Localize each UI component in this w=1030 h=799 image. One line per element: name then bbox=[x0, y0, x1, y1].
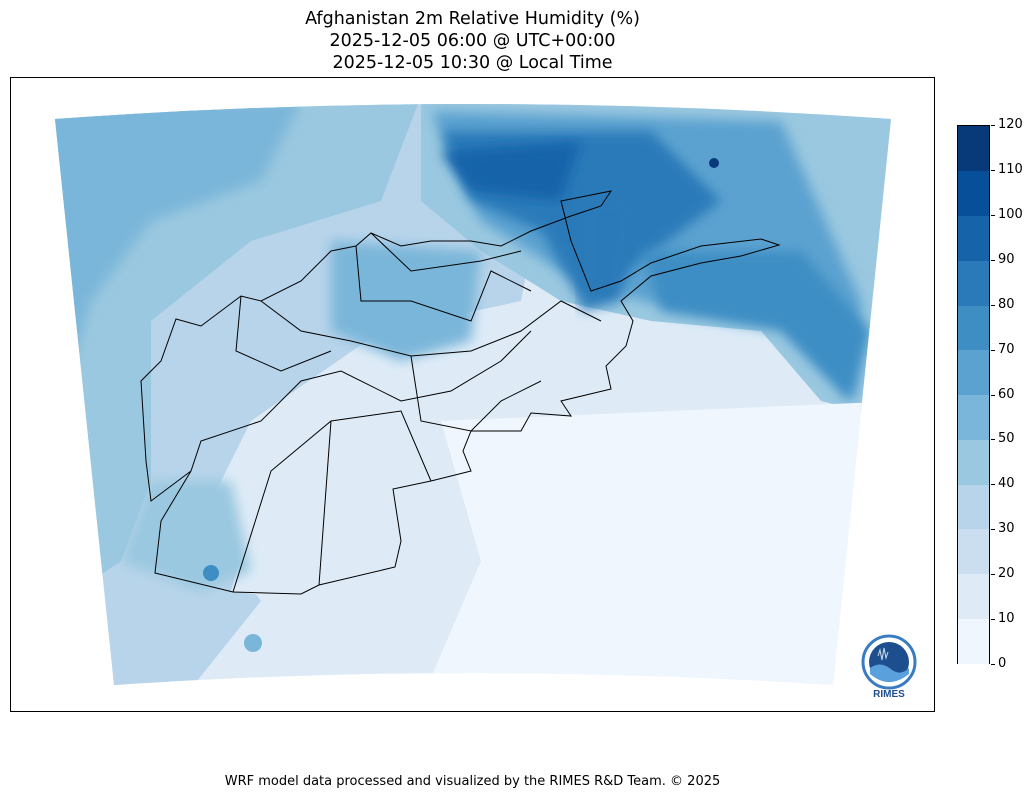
map-title: Afghanistan 2m Relative Humidity (%) bbox=[305, 9, 640, 29]
colorbar-tick: 40 bbox=[991, 477, 1015, 491]
colorbar-tick: 100 bbox=[991, 207, 1023, 222]
colorbar-tick: 120 bbox=[991, 118, 1023, 132]
colorbar-tick: 110 bbox=[991, 162, 1023, 177]
colorbar-segment bbox=[958, 305, 989, 351]
border-line bbox=[410, 355, 542, 432]
colorbar-segment bbox=[958, 394, 989, 440]
border-line bbox=[355, 245, 532, 322]
colorbar-tick: 80 bbox=[991, 297, 1015, 312]
border-line bbox=[260, 300, 602, 357]
colorbar-segment bbox=[958, 618, 989, 664]
humidity-contour bbox=[231, 431, 421, 601]
colorbar-segment bbox=[958, 349, 989, 395]
colorbar-segment bbox=[958, 484, 989, 530]
colorbar-segment bbox=[958, 215, 989, 261]
humidity-contour bbox=[641, 251, 871, 401]
colorbar-segment bbox=[958, 528, 989, 574]
border-line bbox=[140, 190, 781, 595]
humidity-contour bbox=[441, 141, 581, 201]
colorbar-tick: 30 bbox=[991, 522, 1015, 536]
province-borders bbox=[140, 190, 781, 595]
humidity-contour bbox=[709, 158, 719, 168]
colorbar-tick: 90 bbox=[991, 252, 1015, 267]
border-line bbox=[370, 232, 522, 272]
colorbar-segment bbox=[958, 439, 989, 485]
logo-text: RIMES bbox=[873, 689, 905, 700]
humidity-contour bbox=[121, 481, 251, 591]
footer-credit: WRF model data processed and visualized … bbox=[224, 774, 721, 789]
border-line bbox=[235, 295, 332, 372]
colorbar-segment bbox=[958, 126, 989, 172]
local-time: 2025-12-05 10:30 @ Local Time bbox=[332, 53, 613, 73]
rimes-logo: RIMES bbox=[861, 634, 917, 700]
colorbar-tick: 60 bbox=[991, 387, 1015, 402]
colorbar-tick: 20 bbox=[991, 567, 1015, 581]
colorbar-segment bbox=[958, 260, 989, 306]
colorbar-segment bbox=[958, 170, 989, 216]
colorbar-segment bbox=[958, 573, 989, 619]
humidity-contour bbox=[421, 401, 891, 685]
humidity-contour bbox=[581, 191, 641, 311]
humidity-contour bbox=[55, 104, 301, 401]
colorbar-tick: 0 bbox=[991, 657, 1006, 671]
humidity-contour bbox=[203, 565, 219, 581]
border-line bbox=[318, 420, 332, 586]
border-line bbox=[190, 330, 532, 472]
utc-time: 2025-12-05 06:00 @ UTC+00:00 bbox=[329, 31, 616, 51]
humidity-map bbox=[55, 104, 891, 685]
map-panel: RIMES bbox=[10, 77, 935, 712]
humidity-field bbox=[55, 104, 891, 685]
colorbar-tick: 10 bbox=[991, 612, 1015, 626]
colorbar-tick: 70 bbox=[991, 342, 1015, 357]
colorbar-tick: 50 bbox=[991, 432, 1015, 446]
humidity-contour bbox=[244, 634, 262, 652]
colorbar bbox=[957, 125, 990, 664]
